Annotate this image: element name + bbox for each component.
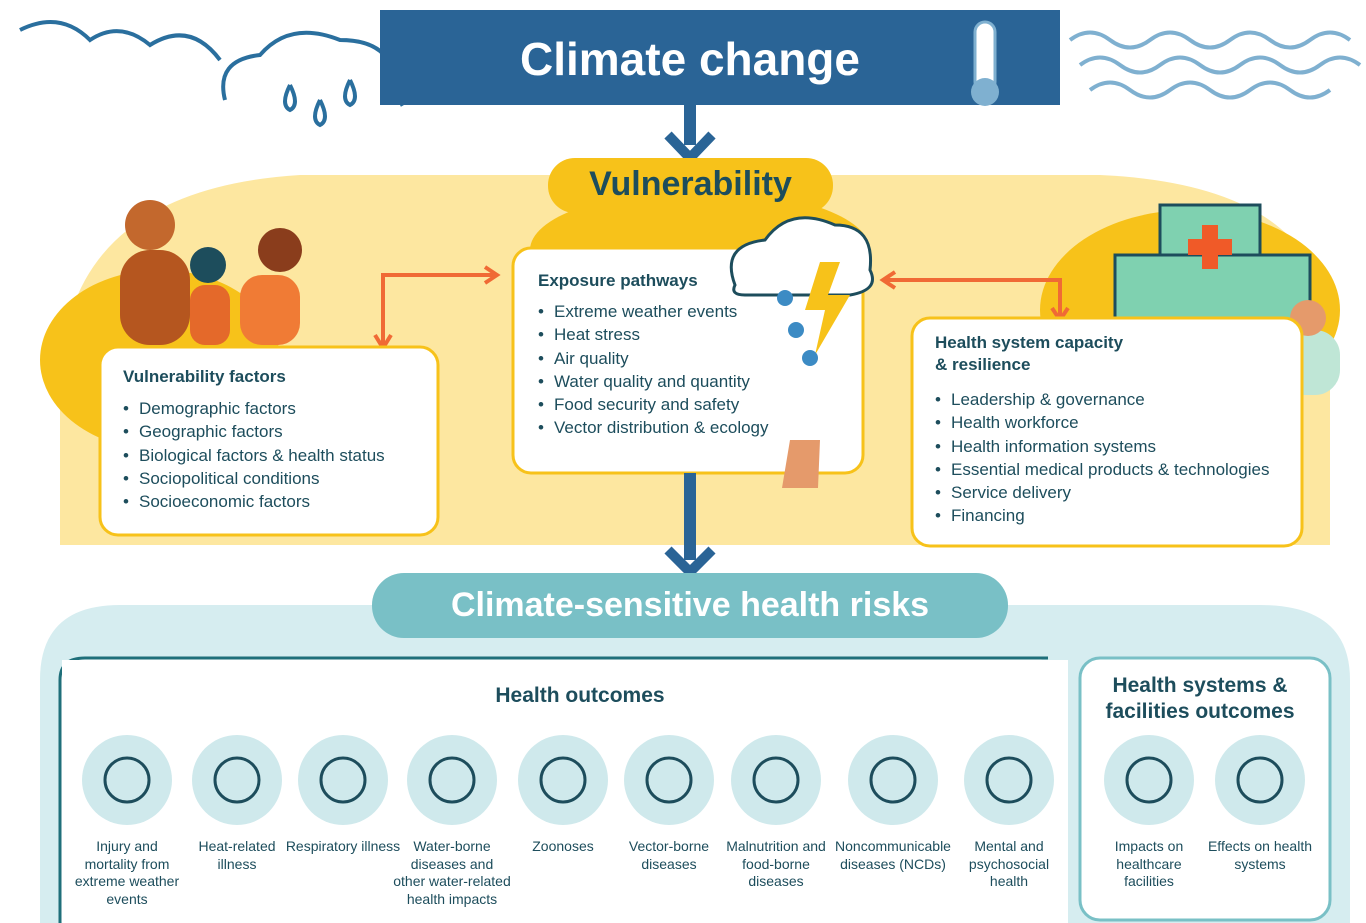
icon-glyph bbox=[539, 756, 587, 804]
drop bbox=[788, 322, 804, 338]
list-item: Air quality bbox=[538, 347, 783, 370]
thermometer-bulb bbox=[971, 78, 999, 106]
cloud bbox=[729, 216, 874, 297]
icon-glyph bbox=[103, 756, 151, 804]
list-item: Food security and safety bbox=[538, 393, 783, 416]
list-item: Biological factors & health status bbox=[123, 444, 433, 467]
icon-glyph bbox=[752, 756, 800, 804]
outcome-icon bbox=[518, 735, 608, 825]
list-item: Service delivery bbox=[935, 481, 1295, 504]
outcome-icon bbox=[407, 735, 497, 825]
outcome-label: Impacts on healthcare facilities bbox=[1114, 838, 1184, 889]
red-cross bbox=[1188, 225, 1232, 269]
person-head bbox=[125, 200, 175, 250]
list-item: Vector distribution & ecology bbox=[538, 416, 783, 439]
person bbox=[190, 285, 230, 345]
outcome-label: Heat-related illness bbox=[198, 838, 276, 872]
cloud bbox=[19, 20, 222, 62]
outcome-icon bbox=[1104, 735, 1194, 825]
outcome-label: Noncommunicable diseases (NCDs) bbox=[835, 838, 951, 872]
outcome-label: Respiratory illness bbox=[285, 838, 401, 854]
list-item: Leadership & governance bbox=[935, 388, 1295, 411]
icon-glyph bbox=[1125, 756, 1173, 804]
facilities-box bbox=[1078, 656, 1332, 922]
list-item: Essential medical products & technologie… bbox=[935, 458, 1295, 481]
rain-drops bbox=[283, 79, 357, 128]
lightning bbox=[805, 262, 850, 355]
vulnerability-factors: Vulnerability factors Demographic factor… bbox=[123, 366, 433, 513]
health-system: Health system capacity & resilience Lead… bbox=[935, 332, 1295, 528]
icon-glyph bbox=[319, 756, 367, 804]
drop bbox=[802, 350, 818, 366]
list-item: Financing bbox=[935, 504, 1295, 527]
outcome-label: Zoonoses bbox=[532, 838, 594, 854]
list-item: Socioeconomic factors bbox=[123, 490, 433, 513]
list-item: Geographic factors bbox=[123, 420, 433, 443]
icon-glyph bbox=[645, 756, 693, 804]
outcome-label: Injury and mortality from extreme weathe… bbox=[74, 838, 180, 907]
outcome-icon bbox=[731, 735, 821, 825]
outcome-icon bbox=[624, 735, 714, 825]
list: Demographic factorsGeographic factorsBio… bbox=[123, 397, 433, 513]
icon-glyph bbox=[1236, 756, 1284, 804]
vulnerability-pill bbox=[548, 158, 833, 213]
outcome-icon bbox=[1215, 735, 1305, 825]
chimney bbox=[782, 440, 820, 488]
waves bbox=[1068, 30, 1362, 100]
icon-glyph bbox=[985, 756, 1033, 804]
icon-glyph bbox=[428, 756, 476, 804]
connector bbox=[381, 273, 495, 345]
person-head bbox=[190, 247, 226, 283]
box-title: Exposure pathways bbox=[538, 271, 698, 290]
icons bbox=[82, 735, 1305, 825]
list-item: Water quality and quantity bbox=[538, 370, 783, 393]
outcome-icon bbox=[848, 735, 938, 825]
connector bbox=[885, 278, 1062, 318]
outcome-icon bbox=[192, 735, 282, 825]
outcome-icon bbox=[964, 735, 1054, 825]
person-head bbox=[258, 228, 302, 272]
risks-pill bbox=[372, 573, 1008, 638]
icon-glyph bbox=[213, 756, 261, 804]
person bbox=[240, 275, 300, 345]
outcome-label: Malnutrition and food-borne diseases bbox=[726, 838, 826, 889]
outcome-label: Effects on health systems bbox=[1207, 838, 1313, 872]
outcome-label: Vector-borne diseases bbox=[628, 838, 710, 872]
facilities-title: Health systems & facilities outcomes bbox=[1105, 674, 1295, 723]
list-item: Extreme weather events bbox=[538, 300, 783, 323]
outcomes-title: Health outcomes bbox=[495, 684, 665, 707]
list-item: Demographic factors bbox=[123, 397, 433, 420]
icon-glyph bbox=[869, 756, 917, 804]
person bbox=[120, 250, 190, 345]
title: Climate change bbox=[520, 33, 860, 85]
list-item: Heat stress bbox=[538, 323, 783, 346]
list-item: Health information systems bbox=[935, 435, 1295, 458]
banner bbox=[380, 10, 1060, 105]
outcome-icon bbox=[82, 735, 172, 825]
box-title: Vulnerability factors bbox=[123, 367, 286, 386]
vulnerability-title: Vulnerability bbox=[589, 165, 792, 203]
risks-title: Climate-sensitive health risks bbox=[450, 586, 930, 624]
box-title: Health system capacity & resilience bbox=[935, 333, 1124, 374]
outcome-label: Water-borne diseases and other water-rel… bbox=[393, 838, 511, 907]
exposure-pathways: Exposure pathways Extreme weather events… bbox=[538, 270, 778, 440]
arrow-head bbox=[664, 546, 716, 580]
outcome-label: Mental and psychosocial health bbox=[968, 838, 1050, 889]
list-item: Health workforce bbox=[935, 411, 1295, 434]
list-item: Sociopolitical conditions bbox=[123, 467, 433, 490]
outcome-icon bbox=[298, 735, 388, 825]
list: Leadership & governanceHealth workforceH… bbox=[935, 388, 1295, 528]
